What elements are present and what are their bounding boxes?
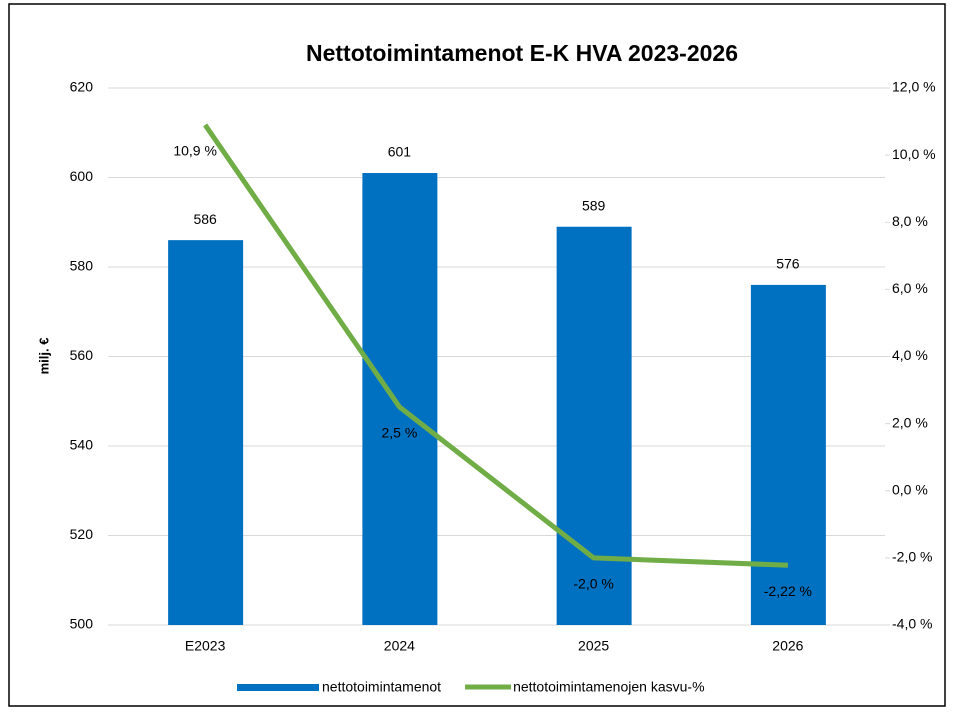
y-tick-label: 620: [70, 79, 94, 95]
x-tick-label: 2026: [772, 638, 803, 654]
y-tick-label: 500: [70, 616, 94, 632]
line-label: 10,9 %: [173, 143, 217, 159]
y2-tick-label: 8,0 %: [892, 213, 928, 229]
y-tick-label: 540: [70, 437, 94, 453]
y2-tick-label: 2,0 %: [892, 414, 928, 430]
x-tick-label: 2025: [578, 638, 609, 654]
bar-label: 576: [776, 256, 800, 272]
bar: [362, 173, 438, 625]
bar-label: 589: [582, 197, 606, 213]
bar: [750, 284, 826, 625]
legend-label: nettotoimintamenot: [322, 679, 441, 695]
y2-tick-label: 12,0 %: [892, 79, 936, 95]
line-label: 2,5 %: [381, 425, 417, 441]
x-tick-label: 2024: [384, 638, 415, 654]
legend-swatch: [237, 684, 319, 691]
line: [203, 123, 788, 568]
bar: [168, 240, 244, 625]
chart-title: Nettotoimintamenot E-K HVA 2023-2026: [306, 40, 738, 66]
y-tick-label: 520: [70, 526, 94, 542]
line-label: -2,0 %: [573, 576, 613, 592]
y-tick-label: 600: [70, 168, 94, 184]
x-tick-label: E2023: [185, 638, 226, 654]
bar-label: 586: [193, 211, 217, 227]
y-tick-label: 560: [70, 347, 94, 363]
y2-tick-label: 10,0 %: [892, 146, 936, 162]
bar-label: 601: [388, 144, 412, 160]
legend-label: nettotoimintamenojen kasvu-%: [513, 679, 704, 695]
y2-tick-label: 0,0 %: [892, 481, 928, 497]
y2-tick-label: 4,0 %: [892, 347, 928, 363]
line-label: -2,22 %: [764, 583, 812, 599]
y2-tick-label: -2,0 %: [892, 549, 932, 565]
y-tick-label: 580: [70, 258, 94, 274]
y2-tick-label: 6,0 %: [892, 280, 928, 296]
y2-tick-label: -4,0 %: [892, 616, 932, 632]
y-axis-label: milj. €: [36, 338, 51, 375]
bar: [556, 226, 632, 625]
